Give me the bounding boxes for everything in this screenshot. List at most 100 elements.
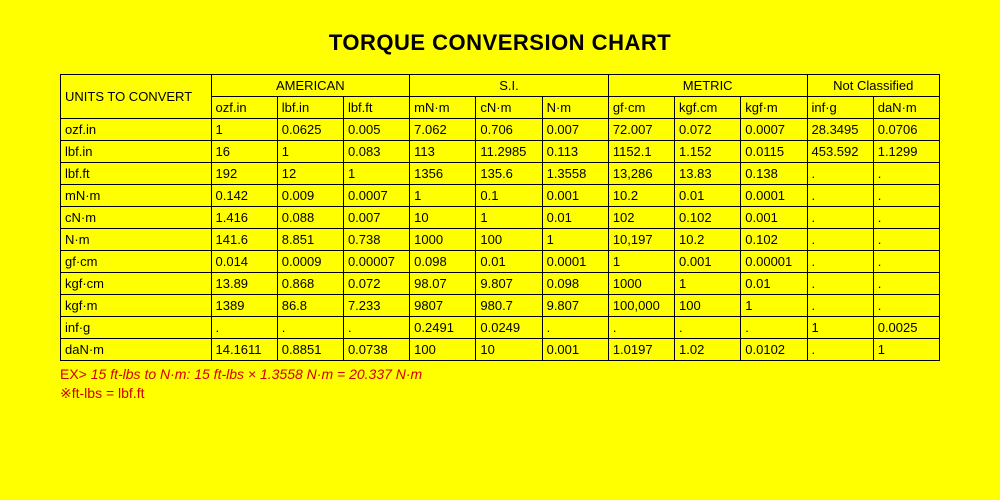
cell: 100,000 — [608, 295, 674, 317]
cell: 1.416 — [211, 207, 277, 229]
cell: 1 — [741, 295, 807, 317]
cell: 0.098 — [542, 273, 608, 295]
cell: 13,286 — [608, 163, 674, 185]
table-row: lbf.ft1921211356135.61.355813,28613.830.… — [61, 163, 940, 185]
cell: 0.138 — [741, 163, 807, 185]
cell: . — [807, 185, 873, 207]
cell: 0.009 — [277, 185, 343, 207]
table-row: cN·m1.4160.0880.0071010.011020.1020.001.… — [61, 207, 940, 229]
cell: 7.233 — [343, 295, 409, 317]
cell: 0.0738 — [343, 339, 409, 361]
cell: 113 — [410, 141, 476, 163]
cell: . — [873, 207, 939, 229]
cell: 1389 — [211, 295, 277, 317]
cell: . — [873, 229, 939, 251]
cell: 12 — [277, 163, 343, 185]
row-label: kgf·m — [61, 295, 212, 317]
cell: 9807 — [410, 295, 476, 317]
cell: 1 — [277, 141, 343, 163]
cell: 0.083 — [343, 141, 409, 163]
group-header-notclassified: Not Classified — [807, 75, 940, 97]
cell: 0.007 — [343, 207, 409, 229]
row-label: gf·cm — [61, 251, 212, 273]
column-header: daN·m — [873, 97, 939, 119]
cell: . — [873, 185, 939, 207]
cell: 1 — [343, 163, 409, 185]
cell: 0.005 — [343, 119, 409, 141]
cell: 1152.1 — [608, 141, 674, 163]
cell: 0.072 — [343, 273, 409, 295]
row-label: lbf.in — [61, 141, 212, 163]
cell: 0.0001 — [741, 185, 807, 207]
cell: . — [807, 295, 873, 317]
cell: 0.102 — [675, 207, 741, 229]
table-body: ozf.in10.06250.0057.0620.7060.00772.0070… — [61, 119, 940, 361]
cell: 0.0007 — [741, 119, 807, 141]
cell: 7.062 — [410, 119, 476, 141]
cell: 0.0625 — [277, 119, 343, 141]
table-row: daN·m14.16110.88510.0738100100.0011.0197… — [61, 339, 940, 361]
cell: . — [807, 163, 873, 185]
cell: 1.152 — [675, 141, 741, 163]
cell: 0.2491 — [410, 317, 476, 339]
page-title: TORQUE CONVERSION CHART — [60, 30, 940, 56]
cell: 102 — [608, 207, 674, 229]
table-row: kgf·m138986.87.2339807980.79.807100,0001… — [61, 295, 940, 317]
table-row: mN·m0.1420.0090.000710.10.00110.20.010.0… — [61, 185, 940, 207]
cell: . — [807, 251, 873, 273]
footnote-prefix: EX> — [60, 366, 87, 382]
cell: 0.01 — [741, 273, 807, 295]
column-header: cN·m — [476, 97, 542, 119]
cell: 1000 — [410, 229, 476, 251]
cell: 10.2 — [608, 185, 674, 207]
column-header: mN·m — [410, 97, 476, 119]
cell: 0.113 — [542, 141, 608, 163]
table-row: ozf.in10.06250.0057.0620.7060.00772.0070… — [61, 119, 940, 141]
table-row: kgf·cm13.890.8680.07298.079.8070.0981000… — [61, 273, 940, 295]
cell: . — [608, 317, 674, 339]
cell: 9.807 — [542, 295, 608, 317]
table-row: inf·g...0.24910.0249....10.0025 — [61, 317, 940, 339]
cell: 10,197 — [608, 229, 674, 251]
cell: 141.6 — [211, 229, 277, 251]
cell: 1000 — [608, 273, 674, 295]
cell: . — [542, 317, 608, 339]
cell: . — [873, 251, 939, 273]
cell: 1.1299 — [873, 141, 939, 163]
units-to-convert-header: UNITS TO CONVERT — [61, 75, 212, 119]
cell: . — [873, 273, 939, 295]
page: TORQUE CONVERSION CHART UNITS TO CONVERT… — [0, 0, 1000, 413]
cell: 0.00001 — [741, 251, 807, 273]
cell: 0.102 — [741, 229, 807, 251]
cell: 453.592 — [807, 141, 873, 163]
column-header: inf·g — [807, 97, 873, 119]
cell: 0.01 — [542, 207, 608, 229]
cell: 0.001 — [542, 185, 608, 207]
table-row: gf·cm0.0140.00090.000070.0980.010.000110… — [61, 251, 940, 273]
cell: 0.1 — [476, 185, 542, 207]
cell: 11.2985 — [476, 141, 542, 163]
cell: 10.2 — [675, 229, 741, 251]
cell: 1 — [211, 119, 277, 141]
cell: 10 — [476, 339, 542, 361]
column-header: gf·cm — [608, 97, 674, 119]
cell: 1 — [542, 229, 608, 251]
cell: 135.6 — [476, 163, 542, 185]
row-label: N·m — [61, 229, 212, 251]
cell: . — [807, 229, 873, 251]
cell: 1 — [807, 317, 873, 339]
row-label: kgf·cm — [61, 273, 212, 295]
cell: 0.001 — [542, 339, 608, 361]
table-row: N·m141.68.8510.7381000100110,19710.20.10… — [61, 229, 940, 251]
cell: 0.0007 — [343, 185, 409, 207]
header-group-row: UNITS TO CONVERT AMERICAN S.I. METRIC No… — [61, 75, 940, 97]
cell: 10 — [410, 207, 476, 229]
conversion-table: UNITS TO CONVERT AMERICAN S.I. METRIC No… — [60, 74, 940, 361]
cell: 1 — [410, 185, 476, 207]
cell: 1356 — [410, 163, 476, 185]
cell: . — [211, 317, 277, 339]
row-label: daN·m — [61, 339, 212, 361]
cell: 100 — [410, 339, 476, 361]
cell: 13.83 — [675, 163, 741, 185]
cell: 0.0025 — [873, 317, 939, 339]
